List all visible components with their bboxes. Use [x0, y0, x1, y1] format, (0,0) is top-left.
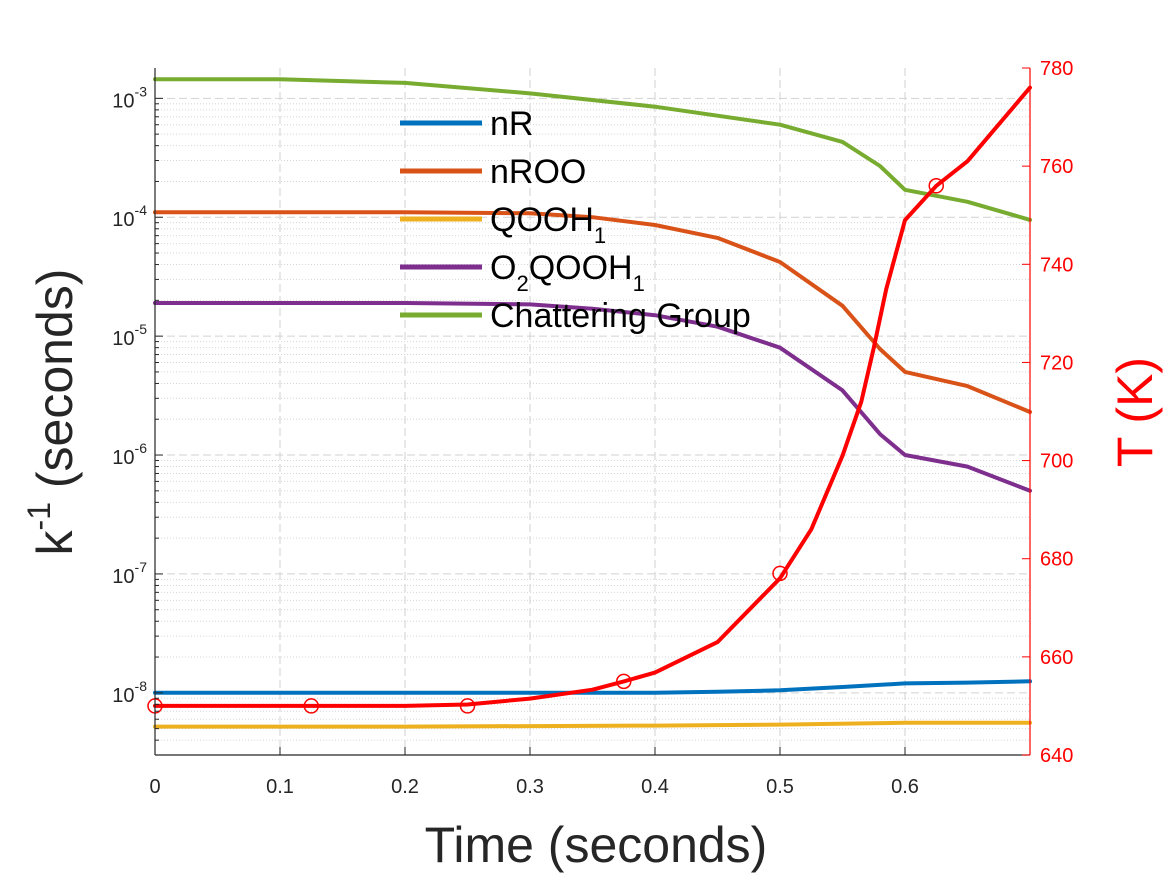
x-tick-label: 0.5	[766, 776, 794, 798]
x-axis-title: Time (seconds)	[425, 817, 768, 873]
temperature-marker	[772, 565, 788, 582]
tick-base: 10	[112, 685, 134, 707]
legend-label: nROO	[490, 153, 586, 191]
legend-label: Chattering Group	[490, 297, 751, 335]
series-line-t	[153, 85, 1032, 708]
y-left-tick-label: 10-5	[112, 321, 147, 350]
y-right-tick-label: 640	[1040, 745, 1073, 767]
tick-exponent: -6	[135, 440, 148, 456]
y-right-tick-label: 780	[1040, 58, 1073, 80]
series-line-nroo	[153, 210, 1032, 414]
tick-base: 10	[112, 209, 134, 231]
y-left-tick-label: 10-8	[112, 678, 147, 707]
legend-label: QOOH1	[490, 201, 606, 248]
legend-label: O2QOOH1	[490, 249, 645, 296]
tick-base: 10	[112, 447, 134, 469]
series-line-nr	[153, 679, 1032, 695]
y-left-title-exponent: -1	[21, 502, 57, 530]
y-right-tick-label: 700	[1040, 451, 1073, 473]
y-right-axis-title: T (K)	[1107, 357, 1163, 467]
temperature-marker	[616, 673, 632, 690]
tick-exponent: -5	[135, 321, 148, 337]
tick-exponent: -8	[135, 678, 148, 694]
tick-base: 10	[112, 328, 134, 350]
tick-exponent: -3	[135, 83, 148, 99]
legend-label: nR	[490, 105, 533, 143]
axes: 0 0.1 0.2 0.3 0.4 0.5 0.610-810-710-610-510-41…	[112, 58, 1073, 798]
x-tick-label: 0.2	[391, 776, 419, 798]
tick-base: 10	[112, 90, 134, 112]
series-lines	[153, 77, 1032, 729]
tick-base: 10	[112, 566, 134, 588]
y-left-tick-label: 10-6	[112, 440, 147, 469]
temperature-marker	[303, 698, 319, 714]
tick-exponent: -4	[135, 202, 148, 218]
x-tick-label: 0.3	[516, 776, 544, 798]
temperature-markers	[147, 178, 944, 714]
y-right-tick-label: 720	[1040, 352, 1073, 374]
temperature-marker	[459, 698, 476, 714]
x-tick-label: 0	[149, 776, 160, 798]
y-left-tick-label: 10-4	[112, 202, 147, 231]
y-left-title-base: k	[27, 529, 83, 555]
y-left-tick-label: 10-3	[112, 83, 147, 112]
series-line-o2qooh1	[153, 301, 1032, 493]
y-right-tick-label: 740	[1040, 254, 1073, 276]
y-right-tick-label: 760	[1040, 156, 1073, 178]
y-right-tick-label: 680	[1040, 549, 1073, 571]
y-left-tick-label: 10-7	[112, 559, 147, 588]
y-left-axis-title: k-1 (seconds)	[21, 269, 83, 556]
x-tick-label: 0.1	[266, 776, 294, 798]
x-tick-label: 0.4	[641, 776, 669, 798]
temperature-marker	[928, 178, 944, 194]
y-left-title-rest: (seconds)	[27, 269, 83, 502]
series-line-qooh1	[153, 720, 1032, 729]
series-line-chattering-group	[153, 77, 1032, 222]
tick-exponent: -7	[135, 559, 148, 575]
x-tick-label: 0.6	[891, 776, 919, 798]
y-right-tick-label: 660	[1040, 647, 1073, 669]
